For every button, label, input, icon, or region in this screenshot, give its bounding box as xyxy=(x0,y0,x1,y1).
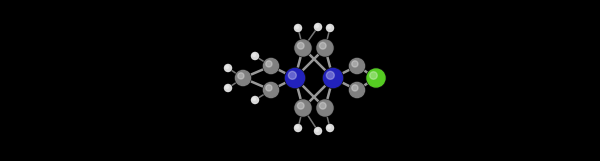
Circle shape xyxy=(352,61,358,67)
Circle shape xyxy=(266,85,272,91)
Circle shape xyxy=(298,42,304,49)
Circle shape xyxy=(317,100,333,116)
Circle shape xyxy=(226,66,229,68)
Circle shape xyxy=(317,40,333,56)
Circle shape xyxy=(349,58,365,74)
Circle shape xyxy=(251,96,259,104)
Circle shape xyxy=(326,24,334,32)
Circle shape xyxy=(295,100,311,116)
Circle shape xyxy=(286,68,305,87)
Circle shape xyxy=(263,82,279,98)
Circle shape xyxy=(328,26,331,28)
Circle shape xyxy=(349,58,365,74)
Circle shape xyxy=(316,39,334,57)
Circle shape xyxy=(235,70,251,86)
Circle shape xyxy=(326,124,334,132)
Circle shape xyxy=(251,52,259,60)
Circle shape xyxy=(314,127,322,135)
Circle shape xyxy=(235,71,251,85)
Circle shape xyxy=(323,68,343,87)
Circle shape xyxy=(295,124,302,132)
Circle shape xyxy=(224,65,232,71)
Circle shape xyxy=(296,126,298,128)
Circle shape xyxy=(224,85,232,91)
Circle shape xyxy=(253,98,256,100)
Circle shape xyxy=(295,40,311,56)
Circle shape xyxy=(326,124,334,132)
Circle shape xyxy=(314,23,322,31)
Circle shape xyxy=(295,39,311,57)
Circle shape xyxy=(328,126,331,128)
Circle shape xyxy=(295,99,311,117)
Circle shape xyxy=(370,72,377,79)
Circle shape xyxy=(263,58,279,74)
Circle shape xyxy=(251,96,259,104)
Circle shape xyxy=(263,58,278,74)
Circle shape xyxy=(323,68,343,88)
Circle shape xyxy=(294,124,302,132)
Circle shape xyxy=(316,99,334,117)
Circle shape xyxy=(349,82,365,98)
Circle shape xyxy=(263,82,278,98)
Circle shape xyxy=(296,26,298,28)
Circle shape xyxy=(319,102,326,109)
Circle shape xyxy=(349,82,365,98)
Circle shape xyxy=(326,71,334,79)
Circle shape xyxy=(366,68,386,88)
Circle shape xyxy=(352,85,358,91)
Circle shape xyxy=(226,85,229,89)
Circle shape xyxy=(316,128,319,132)
Circle shape xyxy=(367,69,385,87)
Circle shape xyxy=(253,54,256,57)
Circle shape xyxy=(251,52,259,60)
Circle shape xyxy=(319,42,326,49)
Circle shape xyxy=(314,128,322,134)
Circle shape xyxy=(224,64,232,72)
Circle shape xyxy=(289,71,296,79)
Circle shape xyxy=(224,84,232,92)
Circle shape xyxy=(285,68,305,88)
Circle shape xyxy=(314,24,322,30)
Circle shape xyxy=(238,73,244,79)
Circle shape xyxy=(295,24,302,32)
Circle shape xyxy=(266,61,272,67)
Circle shape xyxy=(298,102,304,109)
Circle shape xyxy=(294,24,302,32)
Circle shape xyxy=(326,24,334,32)
Circle shape xyxy=(316,24,319,28)
